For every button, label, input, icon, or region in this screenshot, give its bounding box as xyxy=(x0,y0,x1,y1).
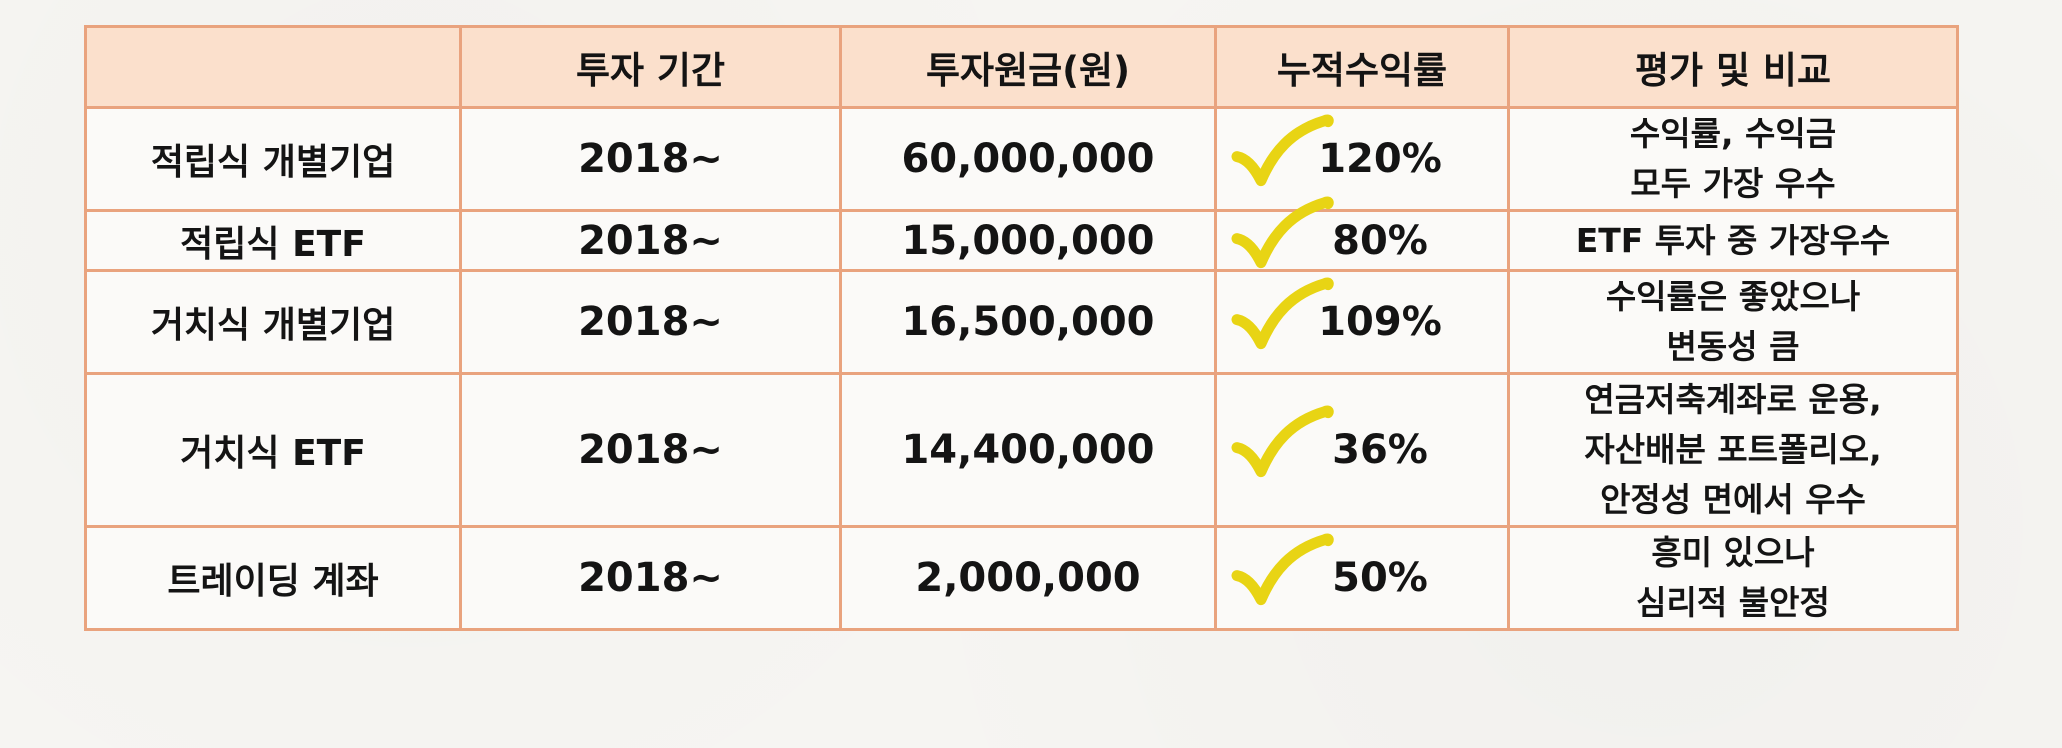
row-evaluation-cell: ETF 투자 중 가장우수 xyxy=(1507,209,1959,272)
row-period-cell: 2018~ xyxy=(459,209,842,272)
return-value-wrapper: 36% xyxy=(1217,405,1507,478)
row-name-cell: 적립식 개별기업 xyxy=(84,106,462,212)
row-name-cell: 트레이딩 계좌 xyxy=(84,525,462,631)
table-row: 적립식 ETF 2018~ 15,000,000 80% ETF 투자 중 가장우수 xyxy=(84,195,1959,272)
row-return-cell: 109% xyxy=(1214,269,1510,375)
evaluation-line: 흥미 있으나 xyxy=(1651,533,1815,572)
evaluation-line: 심리적 불안정 xyxy=(1636,583,1830,622)
row-return-cell: 50% xyxy=(1214,525,1510,631)
header-return: 누적수익률 xyxy=(1214,25,1510,109)
header-row: 투자 기간 투자원금(원) 누적수익률 평가 및 비교 xyxy=(84,25,1959,109)
row-period-cell: 2018~ xyxy=(459,525,842,631)
checkmark-icon xyxy=(1231,533,1334,606)
checkmark-icon xyxy=(1231,195,1334,268)
header-period: 투자 기간 xyxy=(459,25,842,109)
row-name-cell: 거치식 개별기업 xyxy=(84,269,462,375)
evaluation-line: 모두 가장 우수 xyxy=(1630,164,1836,203)
header-evaluation: 평가 및 비교 xyxy=(1507,25,1959,109)
evaluation-line: ETF 투자 중 가장우수 xyxy=(1575,220,1891,260)
header-principal: 투자원금(원) xyxy=(839,25,1217,109)
row-return-cell: 120% xyxy=(1214,106,1510,212)
row-evaluation-cell: 연금저축계좌로 운용, 자산배분 포트폴리오, 안정성 면에서 우수 xyxy=(1507,372,1959,528)
evaluation-line: 자산배분 포트폴리오, xyxy=(1584,430,1882,469)
row-period-cell: 2018~ xyxy=(459,372,842,528)
table-row: 거치식 ETF 2018~ 14,400,000 36% 연금저축계좌로 운용, 자산배분… xyxy=(84,372,1959,528)
row-principal-cell: 15,000,000 xyxy=(839,209,1217,272)
return-value-wrapper: 50% xyxy=(1217,533,1507,606)
row-period-cell: 2018~ xyxy=(459,106,842,212)
checkmark-icon xyxy=(1231,277,1334,350)
row-principal-cell: 16,500,000 xyxy=(839,269,1217,375)
return-value-wrapper: 80% xyxy=(1217,195,1507,268)
checkmark-icon xyxy=(1231,405,1334,478)
investment-comparison-table: 투자 기간 투자원금(원) 누적수익률 평가 및 비교 적립식 개별기업 2018… xyxy=(84,25,1959,631)
return-value: 80% xyxy=(1332,217,1428,264)
evaluation-line: 수익률은 좋았으나 xyxy=(1605,277,1861,316)
row-period-cell: 2018~ xyxy=(459,269,842,375)
checkmark-icon xyxy=(1231,114,1334,187)
row-principal-cell: 2,000,000 xyxy=(839,525,1217,631)
row-name-cell: 거치식 ETF xyxy=(84,372,462,528)
return-value: 120% xyxy=(1318,136,1442,182)
return-value-wrapper: 109% xyxy=(1217,277,1507,350)
row-principal-cell: 14,400,000 xyxy=(839,372,1217,528)
row-return-cell: 80% xyxy=(1214,195,1510,272)
row-name-cell: 적립식 ETF xyxy=(84,209,462,272)
return-value-wrapper: 120% xyxy=(1217,114,1507,187)
evaluation-line: 안정성 면에서 우수 xyxy=(1600,480,1866,519)
evaluation-line: 연금저축계좌로 운용, xyxy=(1584,380,1882,419)
evaluation-line: 수익률, 수익금 xyxy=(1629,114,1837,153)
return-value: 109% xyxy=(1318,299,1442,345)
evaluation-line: 변동성 큼 xyxy=(1666,327,1800,366)
row-principal-cell: 60,000,000 xyxy=(839,106,1217,212)
row-return-cell: 36% xyxy=(1214,372,1510,528)
header-blank xyxy=(84,25,462,109)
return-value: 50% xyxy=(1332,555,1428,601)
return-value: 36% xyxy=(1332,427,1428,473)
